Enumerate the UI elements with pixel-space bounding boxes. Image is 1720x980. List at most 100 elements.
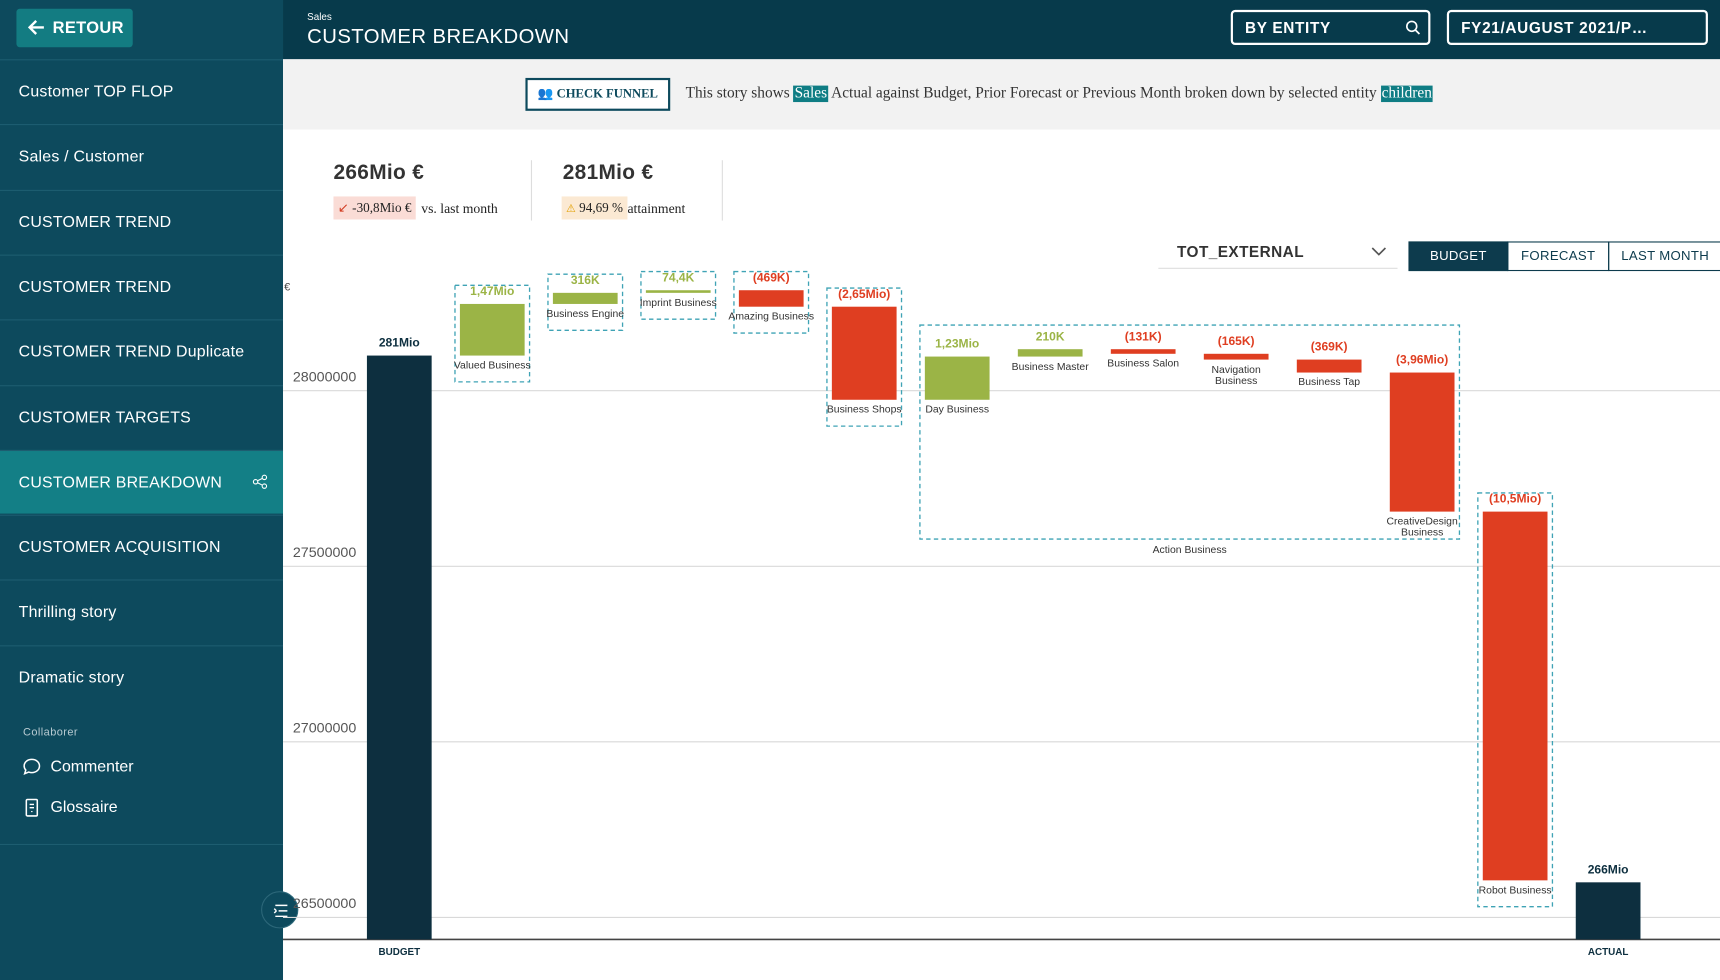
share-icon[interactable] [252,474,268,489]
group-box [826,287,903,427]
story-prefix: This story shows [685,85,790,103]
kpi-value: 266Mio € [333,161,425,185]
entity-dropdown[interactable]: TOT_EXTERNAL [1158,235,1398,269]
search-icon [1406,20,1421,35]
nav-label: Thrilling story [18,604,117,622]
category-label: Business Shops [826,404,902,417]
story-middle: Actual against Budget, Prior Forecast or… [831,85,1377,103]
bar [1389,372,1455,512]
value-label: (3,96Mio) [1396,353,1448,367]
nav-item[interactable]: Thrilling story [0,579,284,644]
group-box [733,270,810,334]
comment-icon [23,758,41,775]
nav-item[interactable]: Dramatic story [0,644,284,709]
glossary-icon [25,798,39,817]
story-text: This story shows Sales Actual against Bu… [685,85,1434,104]
bar [645,290,711,293]
entity-search[interactable]: BY ENTITY [1230,9,1431,45]
chevron-icon [1371,247,1387,256]
y-tick-label: 26500000 [293,896,356,912]
value-label: (2,65Mio) [838,287,890,301]
y-tick-label: 27500000 [293,545,356,561]
category-label: Day Business [925,404,990,417]
kpi-badge: ⚠ 94,69 % [561,196,628,220]
value-label: 210K [1036,329,1065,343]
collapse-button[interactable] [261,891,299,929]
divider [530,160,533,221]
kpi-badge: ↙ -30,8Mio € [333,196,416,220]
bar [1482,511,1548,881]
nav-item[interactable]: Customer TOP FLOP [0,59,284,123]
group-label: Action Business [1152,544,1227,557]
nav-item[interactable]: CUSTOMER TREND [0,189,284,253]
nav-item[interactable]: Sales / Customer [0,124,284,188]
value-label: 281Mio [379,336,420,350]
nav-label: CUSTOMER TARGETS [18,408,191,427]
category-label: ACTUAL [1587,945,1629,957]
back-icon [27,19,44,35]
value-label: (165K) [1218,334,1255,348]
nav-label: Customer TOP FLOP [18,83,174,101]
bar [738,290,804,307]
nav-label: CUSTOMER BREAKDOWN [18,473,223,492]
entity-value: BY ENTITY [1245,18,1331,37]
period-select[interactable]: FY21/AUGUST 2021/P… [1446,9,1708,45]
nav-label: Dramatic story [18,669,125,687]
story-highlight: Sales [793,85,829,103]
check-funnel-button[interactable]: 👥 CHECK FUNNEL [525,77,671,111]
glossary-label: Glossaire [50,798,118,817]
nav-label: CUSTOMER TREND [18,278,172,297]
toggle-button[interactable]: LAST MONTH [1608,241,1720,272]
bar [1203,353,1269,360]
bar [1296,359,1362,373]
category-label: Business Engine [546,308,625,321]
bar [831,306,897,400]
nav-item[interactable]: CUSTOMER TREND Duplicate [0,319,284,384]
value-label: (469K) [753,270,790,284]
bar [924,356,990,400]
kpi-label: attainment [627,200,686,217]
category-label: Business Tap [1298,376,1361,390]
bar [366,355,432,940]
category-label: BUDGET [378,945,421,957]
check-funnel-label: CHECK FUNNEL [556,87,658,101]
value-label: (10,5Mio) [1489,492,1541,506]
value-label: 316K [571,273,600,287]
category-label: Business Salon [1107,358,1180,371]
value-label: 266Mio [1588,862,1629,876]
nav-item[interactable]: CUSTOMER BREAKDOWN [0,449,284,514]
toggle-button[interactable]: BUDGET [1408,241,1509,272]
nav-label: CUSTOMER TREND Duplicate [18,343,245,362]
kpi-badge-text: 94,69 % [579,199,624,216]
group-box [454,284,531,383]
bar [459,303,525,356]
group-box [919,324,1461,540]
value-label: (131K) [1125,329,1162,343]
glossary-link[interactable]: Glossaire [25,798,118,817]
dropdown-value: TOT_EXTERNAL [1177,242,1305,261]
value-label: (369K) [1311,340,1348,354]
header-title: CUSTOMER BREAKDOWN [307,24,570,48]
value-label: 1,47Mio [470,284,514,298]
value-label: 1,23Mio [935,337,979,351]
bar [1017,349,1083,357]
nav-item[interactable]: CUSTOMER TARGETS [0,384,284,449]
header-subtitle: Sales [307,10,332,22]
nav-item[interactable]: CUSTOMER TREND [0,254,284,318]
comment-link[interactable]: Commenter [23,758,134,776]
bar [1575,882,1641,940]
nav-item[interactable]: CUSTOMER ACQUISITION [0,514,284,579]
back-button[interactable]: RETOUR [16,8,133,48]
kpi-badge-text: -30,8Mio € [352,199,412,216]
nav-label: CUSTOMER TREND [18,213,172,232]
back-label: RETOUR [52,18,124,38]
divider [721,160,723,221]
group-box [1477,492,1554,908]
collapse-icon [273,904,288,918]
category-label: Robot Business [1478,884,1552,897]
category-label: Valued Business [453,359,531,373]
